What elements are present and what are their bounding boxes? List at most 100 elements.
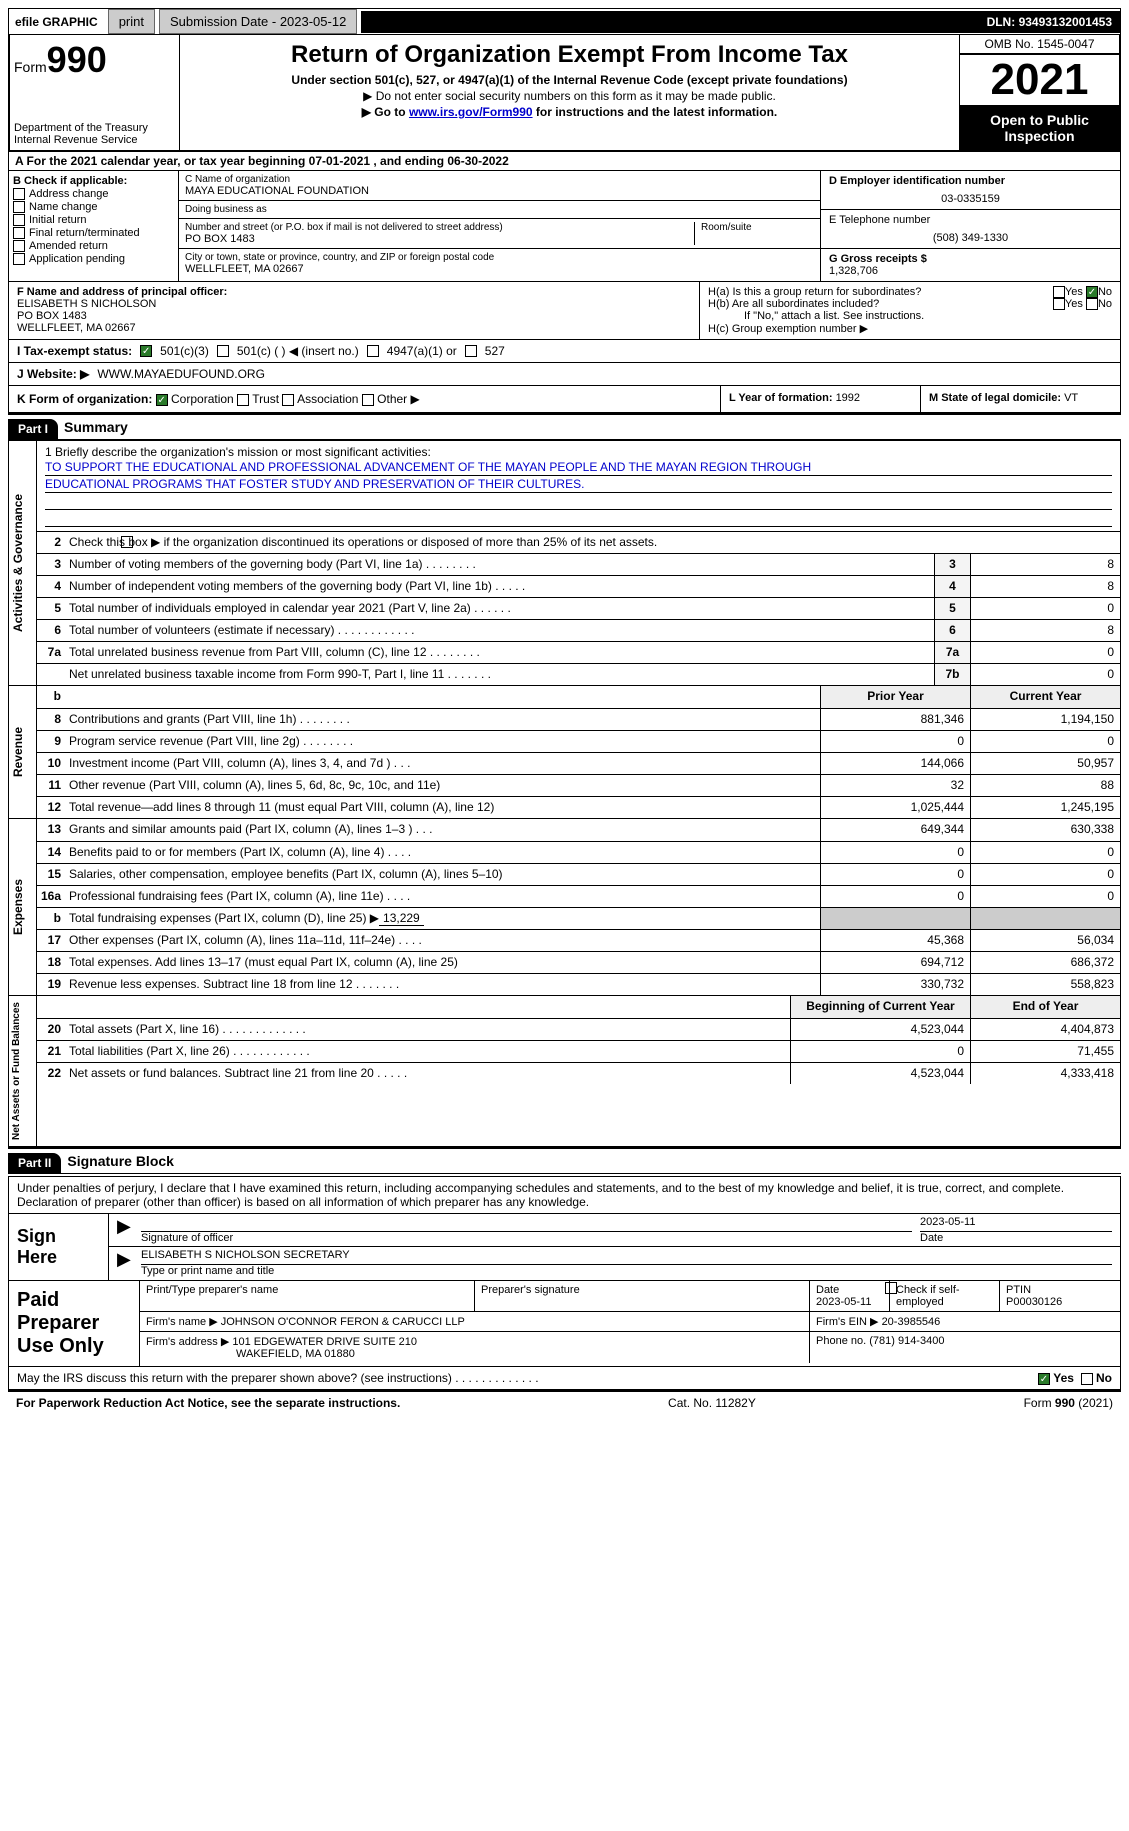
p19: 330,732 — [820, 974, 970, 995]
part1-title: Summary — [64, 419, 128, 435]
firm-addr: 101 EDGEWATER DRIVE SUITE 210 — [232, 1336, 417, 1348]
form-word: Form — [14, 59, 47, 75]
phone: (508) 349-1330 — [829, 232, 1112, 244]
firm-ein: 20-3985546 — [882, 1316, 941, 1328]
submission-date-button[interactable]: Submission Date - 2023-05-12 — [159, 9, 357, 34]
ha-yes[interactable] — [1053, 286, 1065, 298]
i-4947[interactable] — [367, 345, 379, 357]
checkbox-amended[interactable] — [13, 240, 25, 252]
c18: 686,372 — [970, 952, 1120, 973]
v6: 8 — [970, 620, 1120, 641]
checkbox-addr-change[interactable] — [13, 188, 25, 200]
self-emp-check[interactable] — [885, 1282, 897, 1294]
website: WWW.MAYAEDUFOUND.ORG — [97, 367, 265, 381]
irs-link[interactable]: www.irs.gov/Form990 — [409, 105, 533, 119]
tab-expenses: Expenses — [9, 819, 37, 995]
f-lbl: F Name and address of principal officer: — [17, 286, 227, 298]
firm-phone: (781) 914-3400 — [869, 1335, 944, 1347]
b20: 4,523,044 — [790, 1019, 970, 1040]
c14: 0 — [970, 842, 1120, 863]
tab-revenue: Revenue — [9, 686, 37, 818]
officer-name: ELISABETH S NICHOLSON — [17, 298, 156, 310]
p16a: 0 — [820, 886, 970, 907]
c-name-lbl: C Name of organization — [185, 174, 814, 185]
i-501c3[interactable] — [140, 345, 152, 357]
b22: 4,523,044 — [790, 1063, 970, 1084]
d-lbl: D Employer identification number — [829, 175, 1112, 187]
officer-printed: ELISABETH S NICHOLSON SECRETARY — [141, 1249, 1112, 1265]
domicile: VT — [1064, 392, 1078, 404]
checkbox-final[interactable] — [13, 227, 25, 239]
k-other[interactable] — [362, 394, 374, 406]
city: WELLFLEET, MA 02667 — [185, 263, 814, 275]
p11: 32 — [820, 775, 970, 796]
pra: For Paperwork Reduction Act Notice, see … — [16, 1396, 400, 1410]
ha-no[interactable] — [1086, 286, 1098, 298]
ha: H(a) Is this a group return for subordin… — [708, 286, 921, 298]
l16b-val: 13,229 — [379, 911, 424, 926]
c9: 0 — [970, 731, 1120, 752]
topbar: efile GRAPHIC print Submission Date - 20… — [8, 8, 1121, 35]
room-lbl: Room/suite — [694, 222, 814, 245]
j-lbl: J Website: ▶ — [17, 367, 89, 381]
v7b: 0 — [970, 664, 1120, 685]
checkbox-name-change[interactable] — [13, 201, 25, 213]
cat-no: Cat. No. 11282Y — [668, 1396, 756, 1410]
part2-title: Signature Block — [67, 1153, 174, 1169]
p8: 881,346 — [820, 709, 970, 730]
print-button[interactable]: print — [108, 9, 155, 34]
hb-note: If "No," attach a list. See instructions… — [708, 310, 1112, 322]
hb: H(b) Are all subordinates included? — [708, 298, 879, 310]
c15: 0 — [970, 864, 1120, 885]
may-yes[interactable] — [1038, 1373, 1050, 1385]
gross-receipts: 1,328,706 — [829, 265, 878, 277]
ptin: P00030126 — [1006, 1296, 1062, 1308]
mission1: TO SUPPORT THE EDUCATIONAL AND PROFESSIO… — [45, 459, 1112, 476]
subtitle: Under section 501(c), 527, or 4947(a)(1)… — [186, 73, 953, 87]
hb-no[interactable] — [1086, 298, 1098, 310]
checkbox-app-pending[interactable] — [13, 253, 25, 265]
dba-lbl: Doing business as — [185, 204, 814, 215]
irs: Internal Revenue Service — [14, 134, 175, 146]
may-discuss: May the IRS discuss this return with the… — [17, 1371, 539, 1385]
addr-lbl: Number and street (or P.O. box if mail i… — [185, 222, 694, 233]
hc: H(c) Group exemption number ▶ — [708, 322, 1112, 335]
k-corp[interactable] — [156, 394, 168, 406]
omb: OMB No. 1545-0047 — [960, 35, 1119, 54]
k-lbl: K Form of organization: — [17, 392, 152, 406]
checkbox-initial[interactable] — [13, 214, 25, 226]
may-no[interactable] — [1081, 1373, 1093, 1385]
sign-here: Sign Here — [9, 1214, 109, 1280]
sig-date: 2023-05-11 — [920, 1216, 1112, 1232]
k-trust[interactable] — [237, 394, 249, 406]
l2-check[interactable] — [121, 536, 133, 548]
org-name: MAYA EDUCATIONAL FOUNDATION — [185, 185, 814, 197]
i-501c[interactable] — [217, 345, 229, 357]
declaration: Under penalties of perjury, I declare th… — [9, 1177, 1120, 1214]
efile-label: efile GRAPHIC — [9, 11, 104, 33]
p10: 144,066 — [820, 753, 970, 774]
b21: 0 — [790, 1041, 970, 1062]
g-lbl: G Gross receipts $ — [829, 253, 1112, 265]
v4: 8 — [970, 576, 1120, 597]
part1-num: Part I — [8, 419, 58, 439]
v5: 0 — [970, 598, 1120, 619]
e-lbl: E Telephone number — [829, 214, 930, 226]
i-527[interactable] — [465, 345, 477, 357]
p13: 649,344 — [820, 819, 970, 841]
notice1: ▶ Do not enter social security numbers o… — [186, 89, 953, 103]
form-header: Form 990 Department of the Treasury Inte… — [8, 35, 1121, 152]
hb-yes[interactable] — [1053, 298, 1065, 310]
form-ref: Form 990 (2021) — [1024, 1396, 1113, 1410]
k-assoc[interactable] — [282, 394, 294, 406]
section-b: B Check if applicable: Address change Na… — [9, 171, 179, 281]
c12: 1,245,195 — [970, 797, 1120, 818]
officer-city: WELLFLEET, MA 02667 — [17, 322, 136, 334]
notice2: ▶ Go to www.irs.gov/Form990 for instruct… — [186, 105, 953, 119]
paid-prep-lbl: Paid Preparer Use Only — [9, 1281, 139, 1366]
officer-addr: PO BOX 1483 — [17, 310, 87, 322]
open-public: Open to Public Inspection — [960, 106, 1119, 150]
ein: 03-0335159 — [829, 193, 1112, 205]
city-lbl: City or town, state or province, country… — [185, 252, 814, 263]
v3: 8 — [970, 554, 1120, 575]
